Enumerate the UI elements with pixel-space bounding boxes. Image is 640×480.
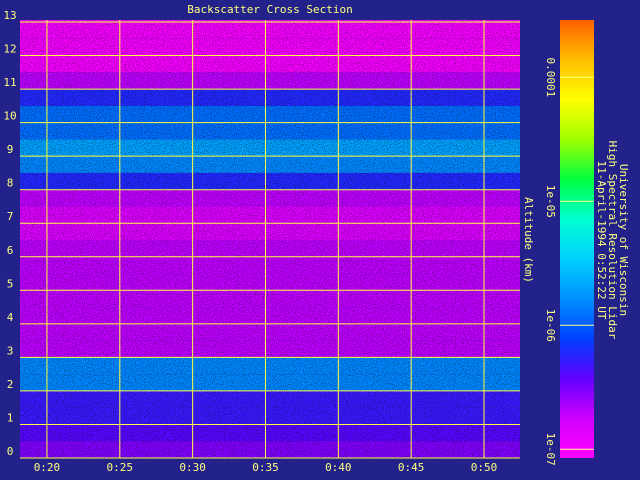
colorbar xyxy=(560,20,594,458)
texture xyxy=(20,20,520,458)
x-tick-label: 0:45 xyxy=(398,461,425,474)
y-tick-label: 1 xyxy=(7,411,14,424)
y-tick-label: 3 xyxy=(7,344,14,357)
colorbar-tick-label: 0.0001 xyxy=(544,57,557,97)
y-tick-label: 7 xyxy=(7,210,14,223)
colorbar-tick-label: 1e-06 xyxy=(544,309,557,342)
x-tick-label: 0:35 xyxy=(252,461,279,474)
x-tick-label: 0:25 xyxy=(107,461,134,474)
note: 11-April-1994 0:52:22 UT xyxy=(595,161,608,320)
y-tick-label: 6 xyxy=(7,244,14,257)
y-tick-label: 5 xyxy=(7,277,14,290)
x-tick-label: 0:40 xyxy=(325,461,352,474)
y-tick-label: 2 xyxy=(7,378,14,391)
y-tick-label: 0 xyxy=(7,445,14,458)
y-axis-label: Altitude (km) xyxy=(522,197,535,283)
x-tick-label: 0:20 xyxy=(34,461,61,474)
y-tick-label: 12 xyxy=(3,43,16,56)
note: University of Wisconsin xyxy=(617,164,630,316)
chart-title: Backscatter Cross Section xyxy=(187,3,353,16)
y-tick-label: 10 xyxy=(3,110,16,123)
y-tick-label: 9 xyxy=(7,143,14,156)
y-tick-label: 4 xyxy=(7,311,14,324)
y-tick-label: 11 xyxy=(3,76,16,89)
colorbar-tick-label: 1e-05 xyxy=(544,185,557,218)
note: High Spectral Resolution Lidar xyxy=(606,141,619,340)
y-tick-label: 13 xyxy=(3,9,16,22)
x-tick-label: 0:30 xyxy=(179,461,206,474)
colorbar-tick-label: 1e-07 xyxy=(544,433,557,466)
x-tick-label: 0:50 xyxy=(471,461,498,474)
y-tick-label: 8 xyxy=(7,177,14,190)
